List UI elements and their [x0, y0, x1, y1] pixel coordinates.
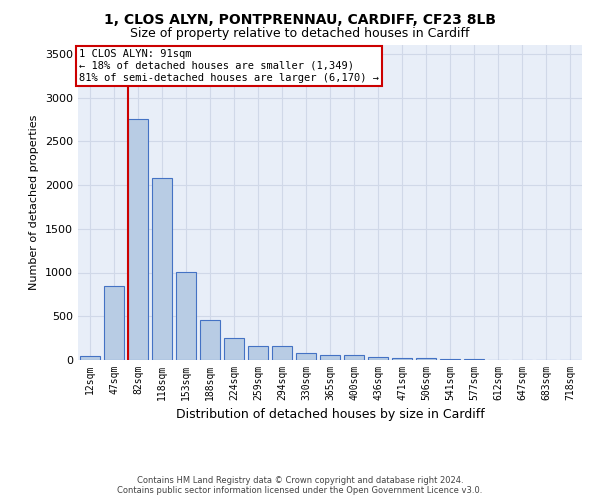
Bar — [152, 178, 172, 360]
Bar — [296, 354, 316, 360]
Bar — [368, 358, 388, 360]
Bar — [392, 358, 412, 360]
Bar — [320, 355, 340, 360]
Text: Contains HM Land Registry data © Crown copyright and database right 2024.
Contai: Contains HM Land Registry data © Crown c… — [118, 476, 482, 495]
Bar — [416, 358, 436, 360]
Bar — [200, 320, 220, 360]
Text: 1 CLOS ALYN: 91sqm
← 18% of detached houses are smaller (1,349)
81% of semi-deta: 1 CLOS ALYN: 91sqm ← 18% of detached hou… — [79, 50, 379, 82]
Bar — [248, 346, 268, 360]
Text: 1, CLOS ALYN, PONTPRENNAU, CARDIFF, CF23 8LB: 1, CLOS ALYN, PONTPRENNAU, CARDIFF, CF23… — [104, 12, 496, 26]
Bar — [440, 359, 460, 360]
Bar — [80, 356, 100, 360]
Y-axis label: Number of detached properties: Number of detached properties — [29, 115, 40, 290]
Bar — [128, 120, 148, 360]
Bar — [272, 346, 292, 360]
X-axis label: Distribution of detached houses by size in Cardiff: Distribution of detached houses by size … — [176, 408, 484, 422]
Bar — [176, 272, 196, 360]
Text: Size of property relative to detached houses in Cardiff: Size of property relative to detached ho… — [130, 28, 470, 40]
Bar — [104, 286, 124, 360]
Bar — [344, 355, 364, 360]
Bar — [224, 338, 244, 360]
